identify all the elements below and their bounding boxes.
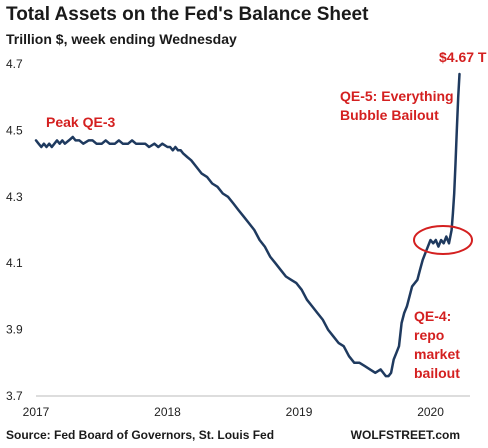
credit-watermark: WOLFSTREET.com (350, 428, 460, 442)
series-line-total-assets (34, 72, 461, 378)
y-tick-label: 4.3 (6, 190, 23, 204)
annotation-qe4-line3: market (414, 346, 460, 362)
annotation-qe5-line2: Bubble Bailout (340, 107, 439, 123)
y-tick-label: 4.5 (6, 123, 23, 137)
y-tick-label: 4.1 (6, 256, 23, 270)
y-axis-ticks: 3.7 3.9 4.1 4.3 4.5 4.7 (6, 57, 23, 403)
x-tick-label: 2019 (286, 405, 313, 419)
annotation-qe4-line4: bailout (414, 365, 460, 381)
y-tick-label: 3.9 (6, 323, 23, 337)
x-tick-label: 2020 (417, 405, 444, 419)
y-tick-label: 3.7 (6, 389, 23, 403)
y-tick-label: 4.7 (6, 57, 23, 71)
chart-title: Total Assets on the Fed's Balance Sheet (6, 4, 369, 25)
annotation-qe5-line1: QE-5: Everything (340, 88, 454, 104)
x-axis-ticks: 2017 2018 2019 2020 (23, 405, 445, 419)
annotation-qe4-line1: QE-4: (414, 308, 451, 324)
chart-subtitle: Trillion $, week ending Wednesday (6, 31, 237, 47)
source-note: Source: Fed Board of Governors, St. Loui… (6, 428, 275, 442)
annotation-qe4-line2: repo (414, 327, 444, 343)
x-tick-label: 2017 (23, 405, 50, 419)
x-tick-label: 2018 (154, 405, 181, 419)
highlight-circle (413, 225, 473, 255)
annotation-peak-qe3: Peak QE-3 (46, 114, 115, 130)
annotation-last-value: $4.67 T (439, 49, 487, 65)
